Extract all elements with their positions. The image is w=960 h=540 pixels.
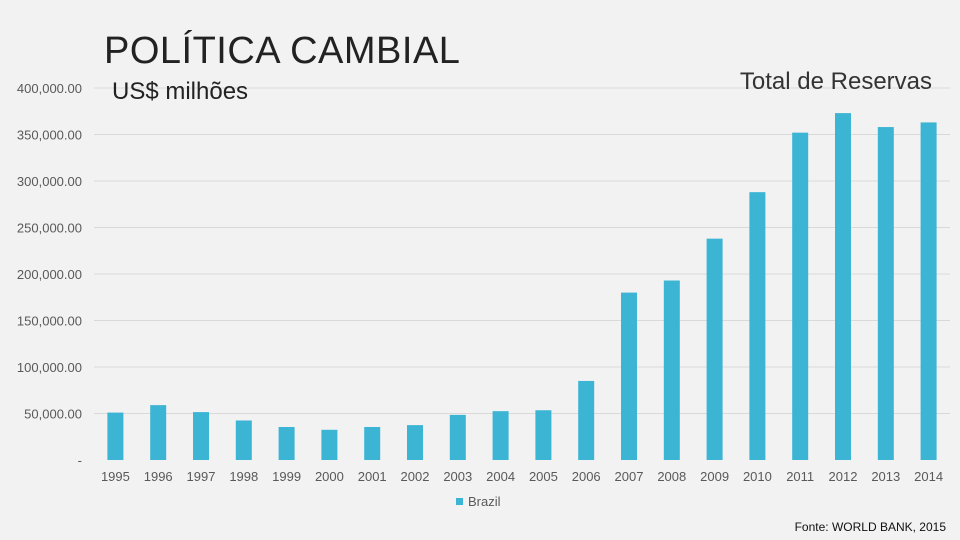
y-tick-label: 300,000.00 <box>17 174 82 189</box>
gridlines <box>94 87 950 414</box>
x-tick-label: 2004 <box>486 469 515 484</box>
x-tick-label: 2013 <box>871 469 900 484</box>
x-tick-label: 2001 <box>358 469 387 484</box>
x-tick-label: 2005 <box>529 469 558 484</box>
y-tick-label: 50,000.00 <box>24 407 82 422</box>
y-tick-label: 200,000.00 <box>17 267 82 282</box>
x-tick-label: 2010 <box>743 469 772 484</box>
y-tick-label: 100,000.00 <box>17 360 82 375</box>
x-tick-label: 2009 <box>700 469 729 484</box>
legend-label: Brazil <box>468 494 501 509</box>
x-tick-label: 1995 <box>101 469 130 484</box>
y-tick-label: 150,000.00 <box>17 314 82 329</box>
bar-2004 <box>492 411 509 460</box>
bar-2007 <box>621 292 637 460</box>
bar-2010 <box>749 192 766 460</box>
chart-title: Total de Reservas <box>739 68 932 95</box>
bar-2014 <box>920 122 937 460</box>
bar-2005 <box>535 410 552 460</box>
y-tick-label: - <box>78 453 82 468</box>
x-tick-label: 2012 <box>829 469 858 484</box>
slide-title: POLÍTICA CAMBIAL <box>104 30 461 72</box>
y-tick-label: 250,000.00 <box>17 221 82 236</box>
bar-1995 <box>107 412 124 460</box>
bar-2009 <box>706 238 723 460</box>
bar-2012 <box>835 113 851 461</box>
legend-swatch <box>456 498 463 505</box>
x-tick-label: 2014 <box>914 469 943 484</box>
bar-2006 <box>578 380 595 460</box>
x-tick-label: 2000 <box>315 469 344 484</box>
bar-1998 <box>235 420 252 460</box>
y-axis-ticks: - 50,000.00 100,000.00 150,000.00 200,000.00… <box>17 81 82 468</box>
bar-1997 <box>193 412 209 460</box>
x-tick-label: 2006 <box>572 469 601 484</box>
slide-subtitle: US$ milhões <box>112 78 249 105</box>
bar-2000 <box>321 429 338 460</box>
x-tick-label: 2003 <box>443 469 472 484</box>
y-tick-label: 400,000.00 <box>17 81 82 96</box>
legend: Brazil <box>456 494 501 509</box>
bar-2011 <box>792 132 809 460</box>
x-tick-label: 1998 <box>229 469 258 484</box>
x-tick-label: 2011 <box>786 469 814 484</box>
source-note: Fonte: WORLD BANK, 2015 <box>794 520 946 534</box>
x-tick-label: 1999 <box>272 469 301 484</box>
bar-2001 <box>364 426 381 460</box>
bar-2003 <box>449 414 466 460</box>
bar-2002 <box>407 425 423 460</box>
x-tick-label: 1997 <box>187 469 216 484</box>
x-axis-ticks: 1995 1996 1997 1998 1999 2000 2001 2002 2003 2004… <box>101 469 943 484</box>
bar-2008 <box>663 280 680 460</box>
bar-1999 <box>278 426 295 460</box>
x-tick-label: 2007 <box>615 469 644 484</box>
x-tick-label: 1996 <box>144 469 173 484</box>
bar-2013 <box>877 127 894 460</box>
x-tick-label: 2002 <box>401 469 430 484</box>
bar-1996 <box>150 405 167 460</box>
x-tick-label: 2008 <box>657 469 686 484</box>
y-tick-label: 350,000.00 <box>17 128 82 143</box>
bars <box>107 113 937 461</box>
